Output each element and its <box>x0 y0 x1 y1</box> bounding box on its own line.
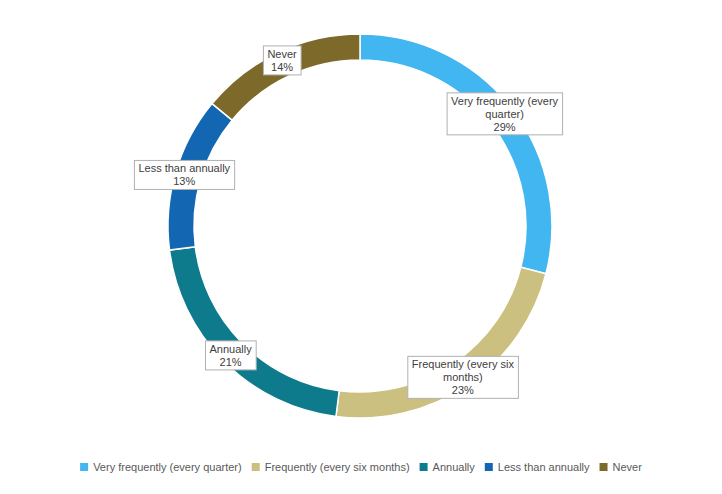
legend-label: Annually <box>433 461 476 473</box>
slice <box>360 34 552 274</box>
category-label: Less than annually <box>138 162 230 174</box>
value-label: 13% <box>173 175 195 187</box>
category-label-line: Frequently (every six <box>412 358 515 370</box>
category-label: Never <box>267 48 297 60</box>
data-label-box: Frequently (every sixmonths)23% <box>408 356 519 398</box>
category-label-line: Annually <box>209 343 252 355</box>
data-labels: Very frequently (everyquarter)29% Frequen… <box>134 46 562 398</box>
category-label-line: quarter) <box>485 108 524 120</box>
category-label-line: Very frequently (every <box>451 95 558 107</box>
slices <box>168 34 552 418</box>
slice <box>212 34 360 120</box>
legend-marker <box>485 463 493 471</box>
legend-item: Annually <box>420 461 476 473</box>
legend-label: Less than annually <box>498 461 590 473</box>
category-label: Annually <box>209 343 252 355</box>
legend-item: Very frequently (every quarter) <box>80 461 242 473</box>
category-label-line: months) <box>443 371 483 383</box>
category-label-line: Less than annually <box>138 162 230 174</box>
category-label-line: Never <box>267 48 297 60</box>
data-label-box: Never14% <box>263 46 301 75</box>
category-label: Frequently (every sixmonths) <box>412 358 515 383</box>
value-label: 23% <box>452 384 474 396</box>
label-box <box>205 341 256 370</box>
legend-marker <box>420 463 428 471</box>
label-box <box>408 356 519 398</box>
slice <box>170 247 340 417</box>
data-label-box: Less than annually13% <box>134 160 234 189</box>
slice <box>336 267 546 418</box>
data-label-box: Very frequently (everyquarter)29% <box>447 93 562 135</box>
legend-marker <box>600 463 608 471</box>
value-label: 21% <box>220 356 242 368</box>
data-label-box: Annually21% <box>205 341 256 370</box>
value-label: 29% <box>494 121 516 133</box>
chart: Very frequently (everyquarter)29% Frequen… <box>0 0 722 494</box>
legend-item: Less than annually <box>485 461 590 473</box>
label-box <box>447 93 562 135</box>
legend-item: Never <box>600 461 643 473</box>
category-label: Very frequently (everyquarter) <box>451 95 558 120</box>
legend-item: Frequently (every six months) <box>252 461 410 473</box>
legend-marker <box>80 463 88 471</box>
legend-label: Never <box>613 461 643 473</box>
legend: Very frequently (every quarter) Frequentl… <box>80 461 642 473</box>
legend-label: Frequently (every six months) <box>265 461 410 473</box>
label-box <box>263 46 301 75</box>
legend-marker <box>252 463 260 471</box>
value-label: 14% <box>271 61 293 73</box>
legend-label: Very frequently (every quarter) <box>93 461 242 473</box>
label-box <box>134 160 234 189</box>
